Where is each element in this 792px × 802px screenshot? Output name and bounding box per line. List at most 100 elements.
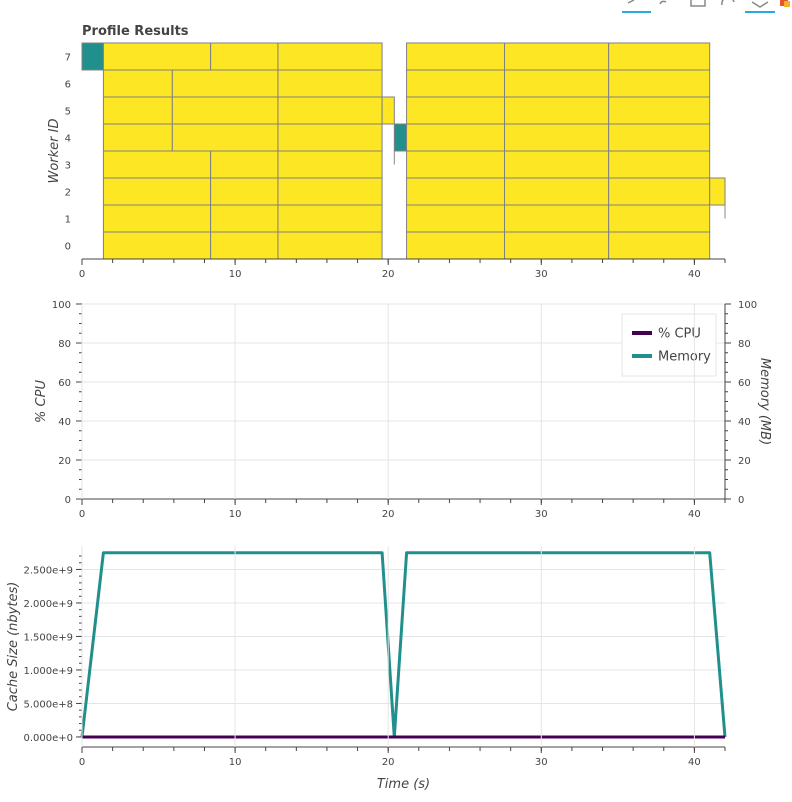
gantt-bar [608,96,711,125]
legend-entry: Memory [658,350,711,365]
gantt-bar [277,42,383,71]
gantt-bar [608,69,711,98]
gantt-y-label: Worker ID [47,119,62,184]
reset-icon[interactable] [721,0,735,6]
y2-tick-label: 20 [738,456,751,467]
gantt-bar [210,231,279,260]
gantt-bar [504,96,610,125]
lasso-tool-icon[interactable] [659,0,667,5]
cache-panel: 0.000e+0 5.000e+8 1.000e+9 1.500e+9 2.000e+9… [6,546,727,792]
x-tick-label: 40 [688,509,701,520]
gantt-bar [277,150,383,179]
gantt-bar [210,42,279,71]
y2-tick-label: 80 [738,339,751,350]
y-tick-label: 40 [58,417,71,428]
legend-box [621,313,717,377]
y-tick-label: 7 [65,53,71,64]
gantt-bar [277,69,383,98]
gantt-bar [277,231,383,260]
gantt-bar [277,123,383,152]
gantt-bar [277,177,383,206]
x-tick-label: 10 [229,269,242,280]
bokeh-logo-icon[interactable] [780,0,790,7]
x-axis-2: 0 10 20 30 40 [79,546,726,768]
x-tick-label: 40 [688,757,701,768]
cpu-memory-panel: 0 0 20 20 40 40 60 60 80 80 100 100 % CPU Memory (MB)… [34,300,772,506]
gantt-bar [102,231,212,260]
gantt-bar [406,42,506,71]
gantt-bar [608,123,711,152]
gantt-bar [102,123,173,152]
gantt-bar [504,204,610,233]
gantt-bar [171,69,279,98]
gantt-panel: Profile Results 0 1 2 3 4 5 6 7 Worker ID [47,24,726,260]
gantt-bar [504,177,610,206]
legend-entry: % CPU [658,327,701,342]
x-tick-label: 0 [79,509,85,520]
gantt-bar [504,69,610,98]
gantt-bar [406,204,506,233]
hover-tool-icon[interactable] [745,1,775,13]
y2-tick-label: 40 [738,417,751,428]
y2-tick-label: 60 [738,378,751,389]
gantt-bar [102,96,173,125]
y-tick-label: 1.500e+9 [23,632,73,643]
memory-y2-label: Memory (MB) [757,358,772,445]
gantt-bar [504,231,610,260]
y-tick-label: 0 [65,495,71,506]
gantt-bar [608,231,711,260]
gantt-bar [406,96,506,125]
x-tick-label: 10 [229,509,242,520]
gantt-title: Profile Results [82,24,189,39]
gantt-bar [504,42,610,71]
y2-tick-label: 100 [738,300,757,311]
x-tick-label: 30 [535,269,548,280]
gantt-bar [381,96,395,125]
x-tick-label: 20 [382,509,395,520]
gantt-bar [102,69,173,98]
cache-y-label: Cache Size (nbytes) [6,582,21,712]
gantt-bar [406,177,506,206]
x-axis-1: 0 10 20 30 40 [79,304,726,520]
x-tick-label: 10 [229,757,242,768]
gantt-bar [406,69,506,98]
gantt-bar [277,96,383,125]
x-tick-label: 40 [688,269,701,280]
y-tick-label: 6 [65,80,71,91]
y-tick-label: 0.000e+0 [23,733,73,744]
gantt-bar [102,204,212,233]
gantt-bar [171,96,279,125]
gantt-bar [608,42,711,71]
gantt-bar [210,204,279,233]
y-tick-label: 0 [65,242,71,253]
gantt-bar [504,150,610,179]
gantt-bar [210,177,279,206]
y-tick-label: 2 [65,188,71,199]
x-tick-label: 0 [79,269,85,280]
gantt-bar [393,123,408,152]
x-tick-label: 30 [535,757,548,768]
y-tick-label: 5.000e+8 [23,699,73,710]
gantt-bar [210,150,279,179]
gantt-bar [171,123,279,152]
y-tick-label: 2.000e+9 [23,599,73,610]
cpu-y-label: % CPU [34,380,49,423]
gantt-bar [608,204,711,233]
box-zoom-icon[interactable] [690,0,706,7]
y-tick-label: 80 [58,339,71,350]
gantt-bar [277,204,383,233]
y-tick-label: 100 [52,300,71,311]
gantt-bar [406,123,506,152]
gantt-bar [406,150,506,179]
gantt-bar [102,42,212,71]
gantt-bar [608,177,711,206]
toolbar[interactable] [622,0,790,13]
y-tick-label: 5 [65,107,71,118]
pan-tool-icon[interactable] [622,0,651,13]
x-tick-label: 0 [79,757,85,768]
y-tick-label: 20 [58,456,71,467]
gantt-bar [504,123,610,152]
gantt-bar [102,177,212,206]
